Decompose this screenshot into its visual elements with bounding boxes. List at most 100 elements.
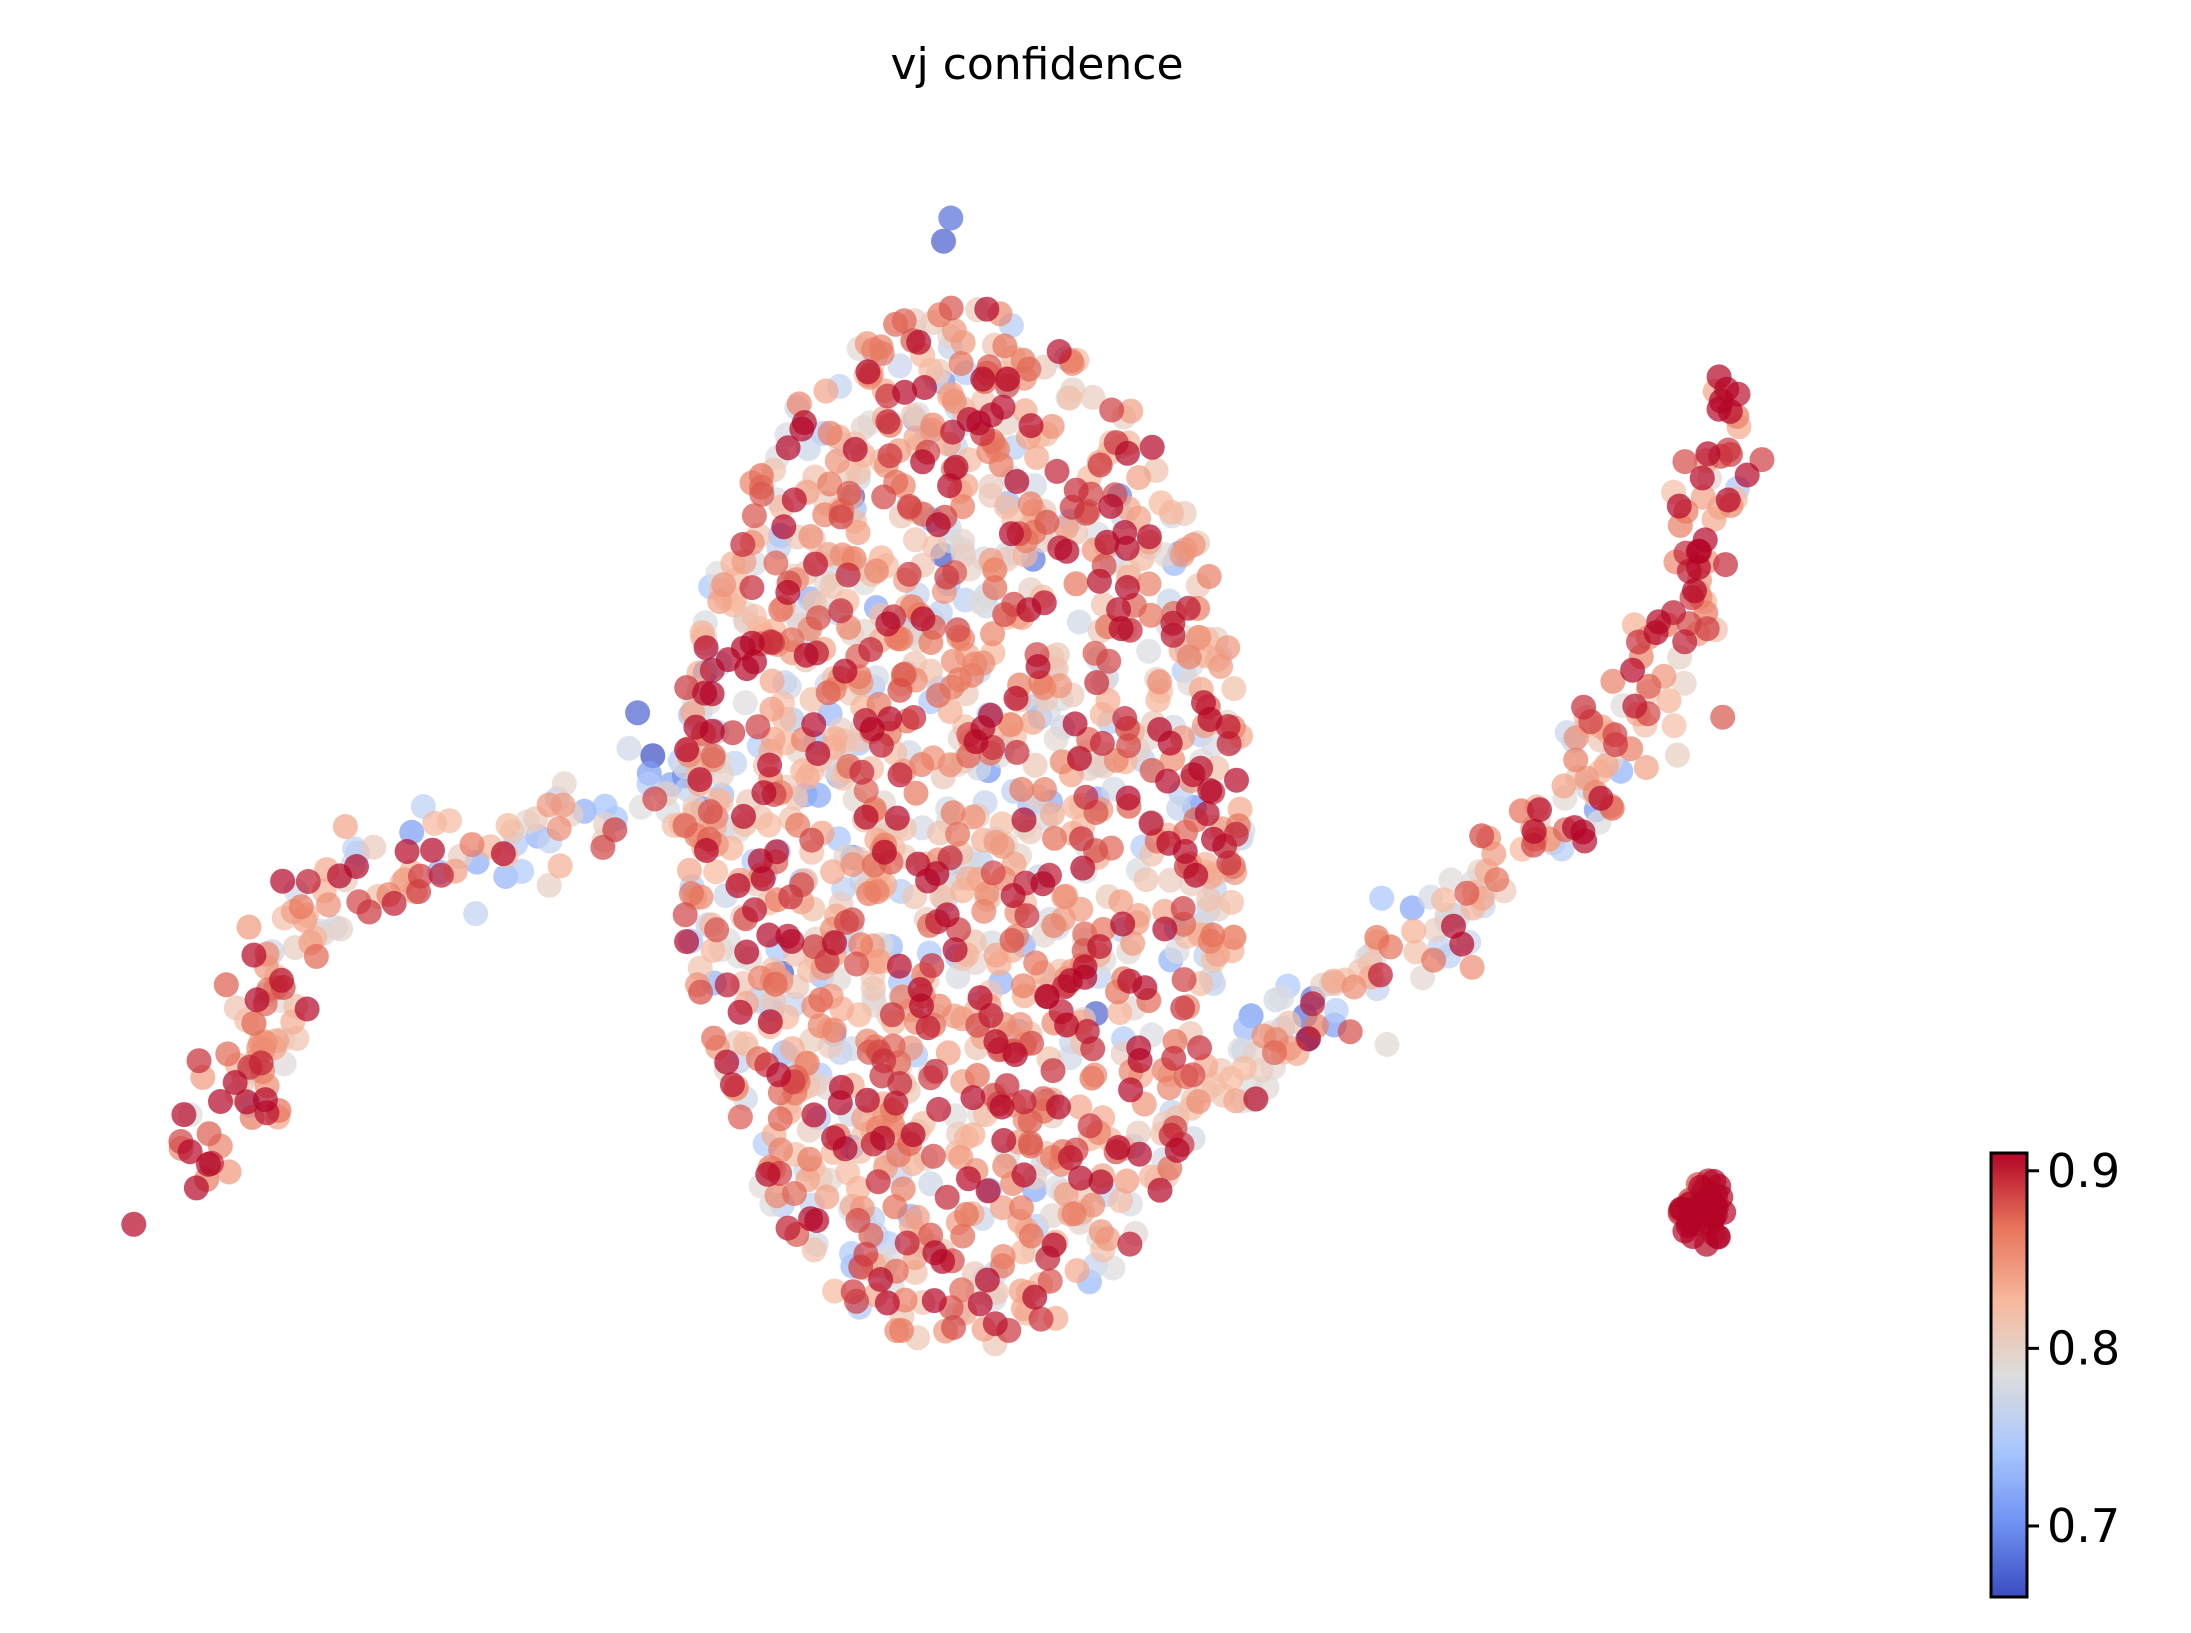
scatter-point — [795, 436, 821, 462]
scatter-point — [1164, 1137, 1190, 1163]
scatter-point — [1296, 1026, 1322, 1052]
scatter-point — [1069, 826, 1094, 852]
scatter-point — [1020, 709, 1046, 735]
scatter-point — [877, 443, 903, 469]
scatter-point — [1022, 1284, 1048, 1310]
scatter-point — [1661, 713, 1687, 739]
scatter-point — [1713, 552, 1738, 578]
scatter-point — [892, 379, 918, 405]
scatter-point — [871, 1048, 897, 1074]
scatter-point — [948, 351, 974, 376]
scatter-point — [896, 494, 922, 519]
scatter-point — [901, 705, 927, 730]
scatter-point — [894, 1230, 920, 1256]
scatter-point — [755, 1161, 781, 1187]
scatter-point — [1136, 571, 1162, 597]
scatter-point — [1603, 732, 1629, 758]
scatter-point — [840, 852, 866, 877]
scatter-point — [806, 782, 832, 808]
scatter-point — [795, 764, 821, 790]
scatter-point — [1176, 644, 1202, 670]
scatter-point — [1321, 968, 1346, 994]
scatter-point — [1110, 911, 1136, 937]
scatter-point — [1170, 995, 1196, 1021]
scatter-point — [1064, 1258, 1090, 1284]
scatter-point — [844, 951, 869, 977]
scatter-point — [845, 520, 871, 546]
scatter-point — [920, 1143, 946, 1169]
scatter-point — [551, 771, 577, 797]
scatter-point — [1563, 747, 1589, 773]
scatter-point — [327, 863, 352, 889]
colorbar-tick-label: 0.9 — [2047, 1144, 2120, 1198]
scatter-point — [858, 637, 884, 662]
scatter-point — [688, 979, 714, 1005]
scatter-point — [1118, 1077, 1144, 1103]
scatter-point — [1633, 755, 1659, 780]
scatter-point — [248, 1050, 274, 1076]
scatter-point — [964, 1062, 990, 1088]
scatter-point — [692, 680, 718, 706]
scatter-point — [950, 1223, 976, 1249]
scatter-point — [1098, 493, 1124, 519]
scatter-point — [998, 521, 1024, 547]
scatter-point — [1132, 975, 1158, 1001]
scatter-point — [1341, 974, 1367, 1000]
scatter-point — [1243, 1086, 1269, 1112]
scatter-point — [887, 677, 913, 703]
scatter-point — [1672, 449, 1698, 475]
scatter-point — [822, 1278, 848, 1304]
scatter-point — [751, 780, 777, 806]
scatter-point — [999, 927, 1025, 953]
scatter-point — [1155, 768, 1181, 794]
scatter-point — [1620, 657, 1646, 683]
scatter-point — [1694, 616, 1720, 642]
scatter-point — [356, 899, 382, 925]
scatter-point — [328, 916, 354, 942]
scatter-point — [1337, 1019, 1363, 1045]
scatter-point — [121, 1211, 147, 1237]
scatter-point — [963, 729, 989, 755]
scatter-point — [757, 1009, 783, 1035]
scatter-point — [741, 503, 767, 529]
scatter-point — [956, 407, 982, 432]
scatter-point — [1046, 1094, 1071, 1120]
scatter-point — [775, 435, 801, 461]
scatter-point — [903, 527, 928, 553]
scatter-point — [1215, 635, 1241, 661]
scatter-point — [1089, 730, 1115, 756]
scatter-point — [803, 551, 828, 577]
scatter-point — [727, 1104, 753, 1130]
scatter-point — [1170, 896, 1196, 921]
scatter-point — [1441, 913, 1466, 939]
scatter-point — [536, 872, 562, 898]
scatter-point — [1682, 578, 1707, 604]
scatter-point — [420, 837, 445, 863]
scatter-point — [1300, 991, 1325, 1017]
scatter-point — [1073, 784, 1099, 810]
scatter-point — [1105, 1135, 1131, 1160]
scatter-point — [918, 1171, 944, 1197]
scatter-point — [1044, 458, 1070, 484]
scatter-point — [1157, 730, 1183, 756]
scatter-point — [1180, 762, 1206, 788]
scatter-point — [1186, 625, 1211, 650]
scatter-point — [836, 480, 862, 506]
scatter-point — [1041, 1232, 1067, 1258]
scatter-point — [971, 898, 997, 924]
scatter-point — [990, 394, 1016, 420]
scatter-point — [992, 333, 1018, 359]
scatter-point — [700, 937, 726, 963]
scatter-point — [1421, 947, 1447, 973]
scatter-point — [730, 635, 756, 661]
scatter-point — [909, 752, 935, 778]
scatter-point — [1197, 778, 1223, 803]
scatter-point — [394, 839, 420, 864]
scatter-point — [1114, 535, 1140, 561]
scatter-point — [1017, 1130, 1043, 1156]
scatter-point — [1145, 687, 1171, 713]
scatter-point — [742, 897, 767, 923]
scatter-point — [875, 409, 901, 435]
scatter-point — [1003, 685, 1029, 711]
scatter-point — [1080, 1192, 1106, 1218]
